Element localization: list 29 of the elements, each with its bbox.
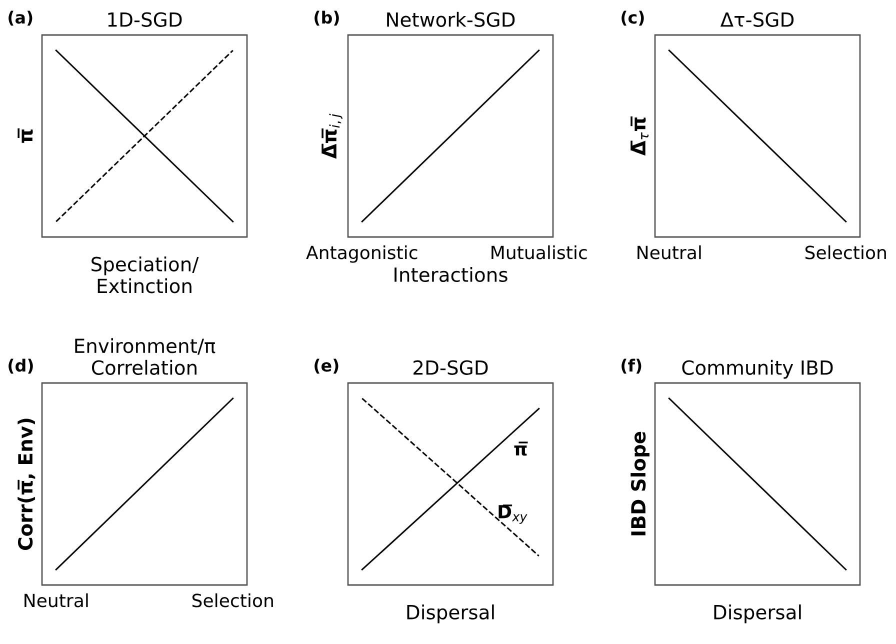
chart-title: Community IBD (682, 360, 833, 379)
text: (b) (314, 10, 339, 26)
y-axis-title: Δ̅π̅$_{i,j}$ (322, 114, 342, 159)
text: (d) (8, 358, 33, 374)
text: (a) (8, 10, 32, 26)
x-tick-label: Neutral (638, 245, 701, 260)
chart-title: Environment/π Correlation (75, 338, 216, 375)
y-axis-title: π̅ (18, 128, 33, 143)
text: (f) (622, 358, 642, 374)
chart-title: Δτ-SGD (720, 12, 794, 27)
x-axis-title: Interactions (394, 266, 508, 282)
y-axis-title: Corr(π̅, Env) (18, 418, 36, 550)
x-axis-title: Dispersal (714, 604, 801, 624)
chart-title: 1D-SGD (108, 12, 182, 27)
text: (c) (622, 10, 644, 26)
y-axis-title: IBD Slope (630, 432, 650, 536)
x-tick-label: Neutral (24, 593, 88, 608)
x-tick-label: Selection (805, 245, 886, 260)
x-axis-title: Dispersal (407, 604, 494, 624)
y-axis-title: Δ̅$_{τ}$π̅ (630, 116, 649, 156)
series-label: π̅ (514, 442, 528, 456)
x-tick-label: Mutualistic (492, 245, 587, 260)
x-tick-label: Selection (192, 593, 273, 608)
chart-title: 2D-SGD (414, 360, 488, 375)
series-label: D̅$_{xy}$ (498, 504, 528, 524)
x-tick-label: Antagonistic (306, 245, 418, 263)
x-axis-title: Speciation/ Extinction (92, 256, 199, 294)
text: (e) (314, 358, 338, 374)
chart-title: Network-SGD (387, 12, 515, 27)
